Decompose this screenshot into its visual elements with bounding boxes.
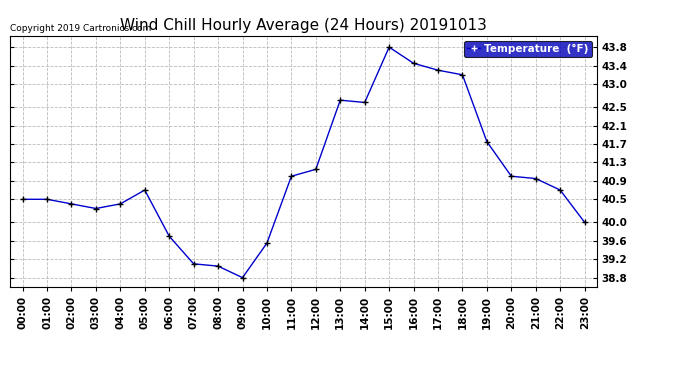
Title: Wind Chill Hourly Average (24 Hours) 20191013: Wind Chill Hourly Average (24 Hours) 201…	[120, 18, 487, 33]
Text: Copyright 2019 Cartronics.com: Copyright 2019 Cartronics.com	[10, 24, 152, 33]
Legend: Temperature  (°F): Temperature (°F)	[464, 41, 591, 57]
